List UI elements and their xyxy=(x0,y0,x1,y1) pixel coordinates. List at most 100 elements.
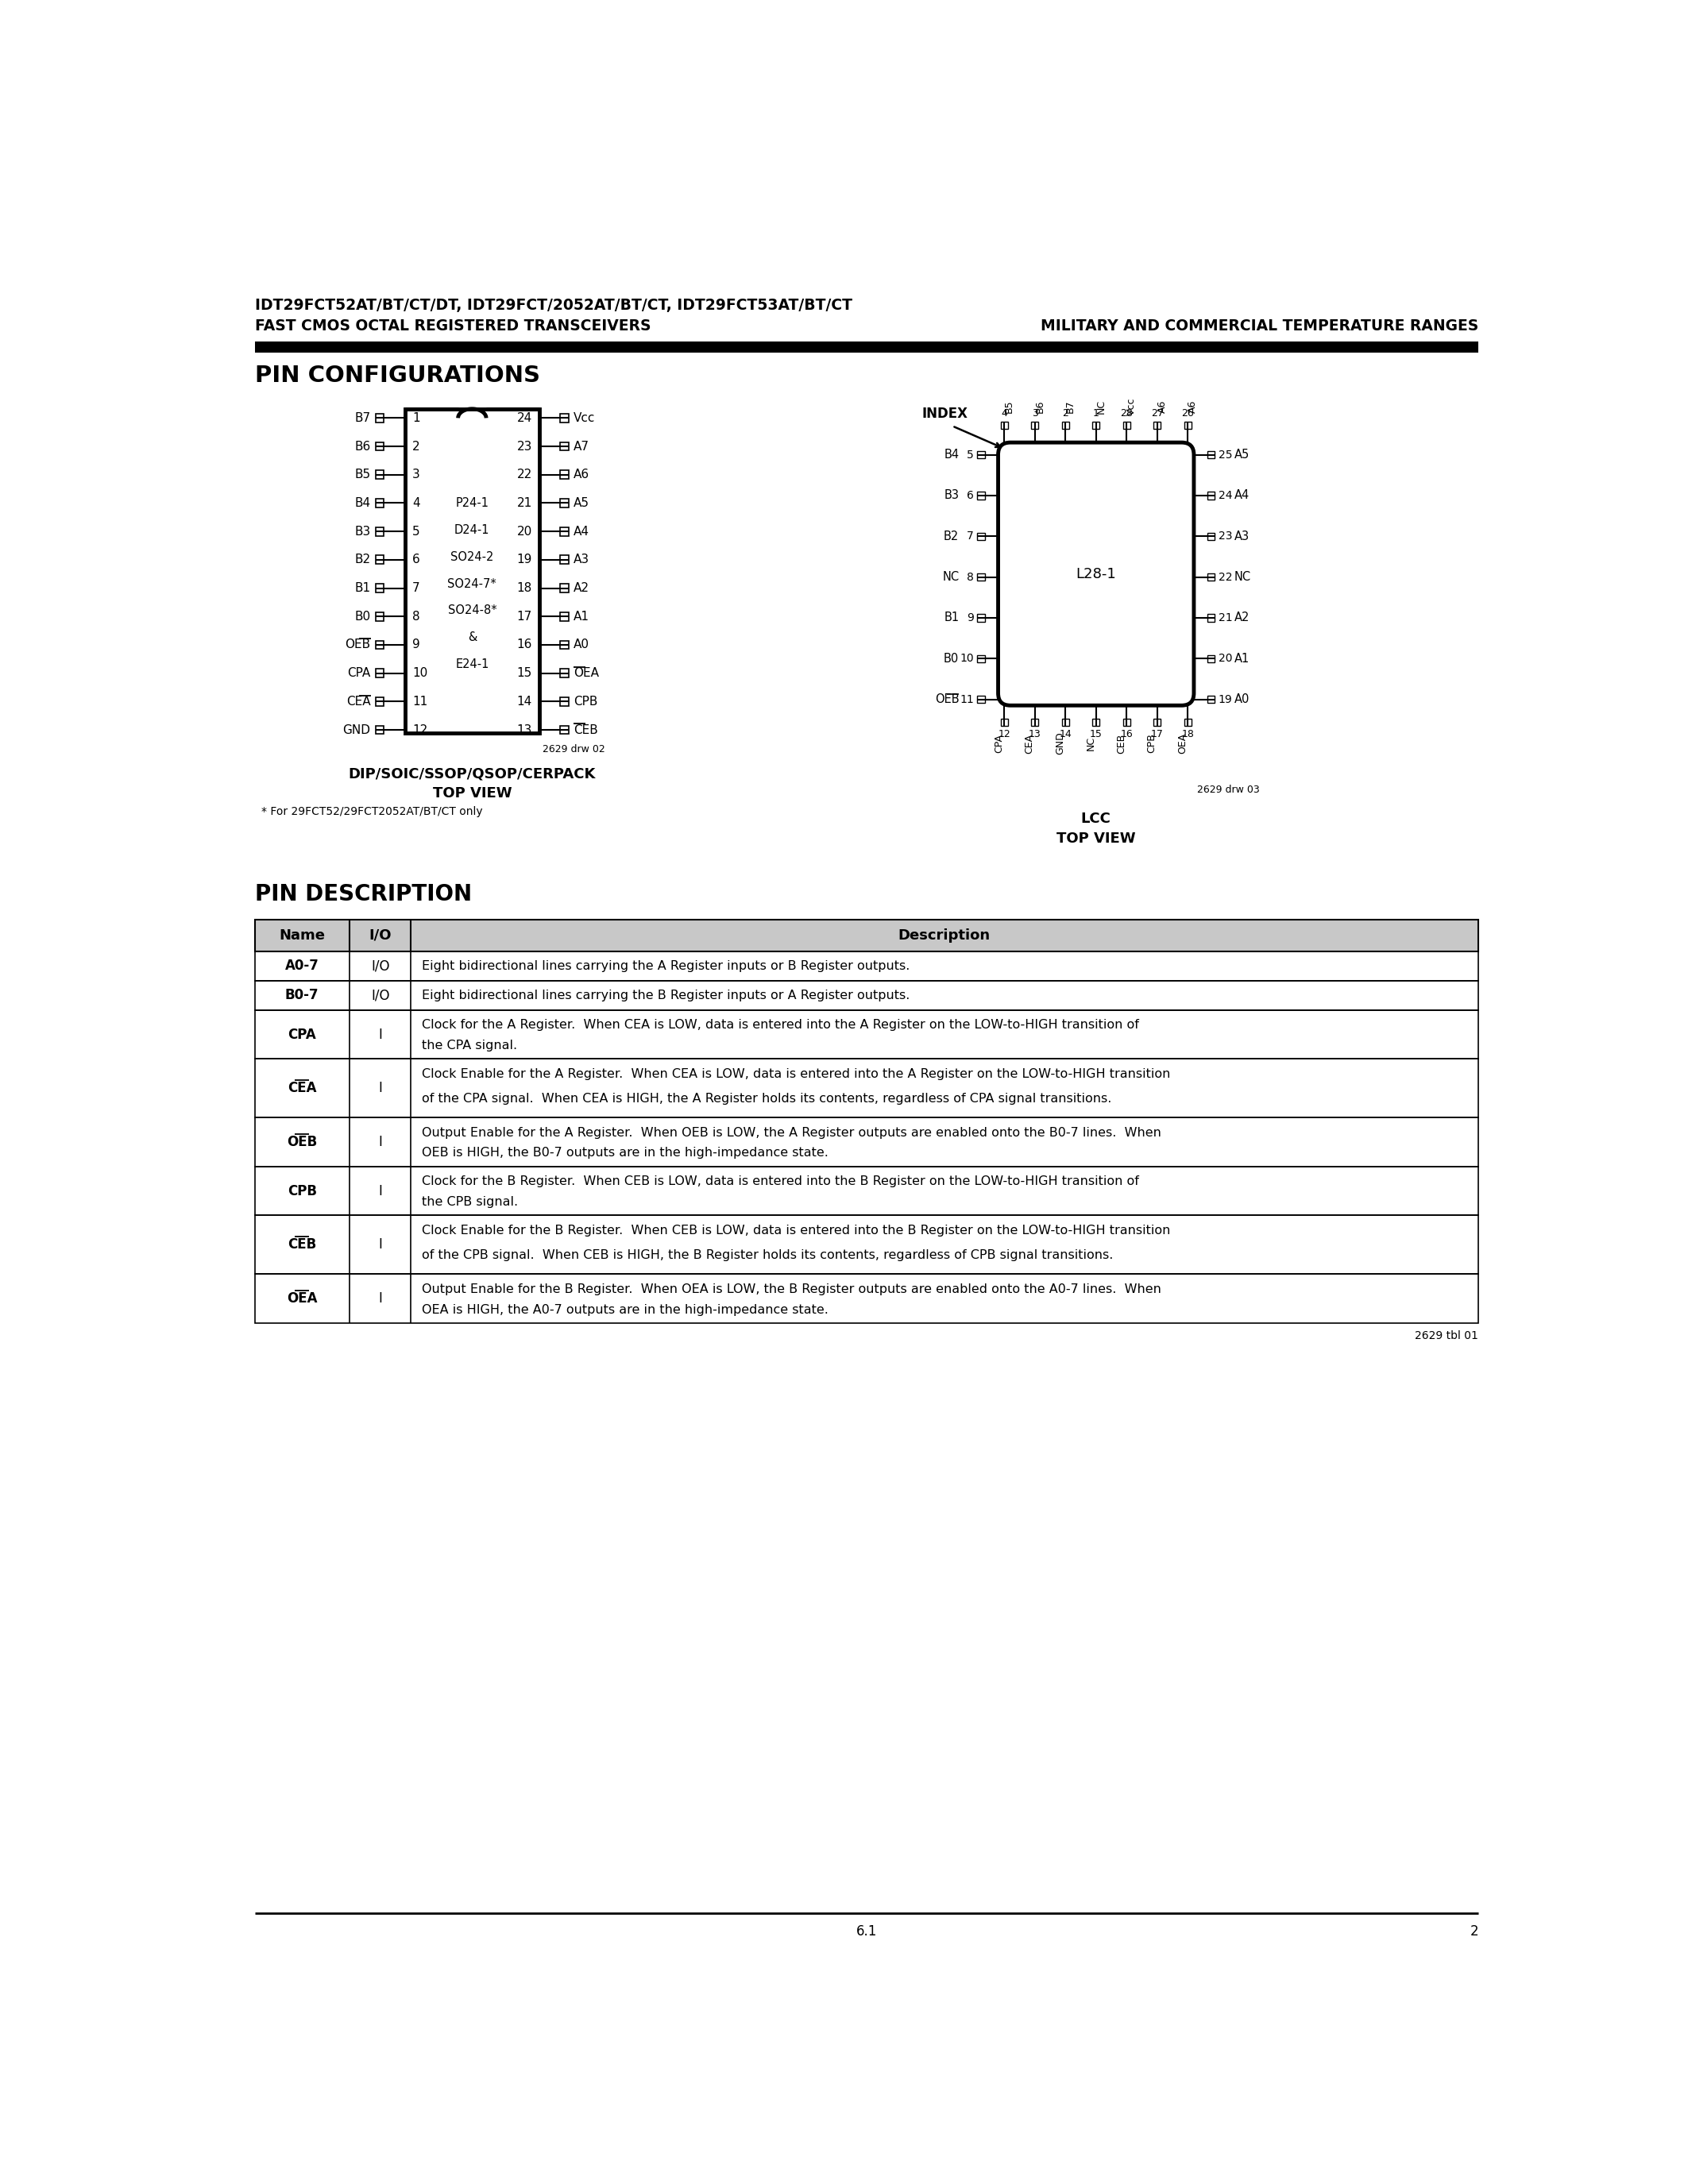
Text: CEA: CEA xyxy=(346,695,371,708)
Text: A6: A6 xyxy=(1158,400,1168,413)
Bar xyxy=(255,1059,1479,1118)
Bar xyxy=(1123,422,1131,428)
Bar xyxy=(1207,697,1215,703)
Text: SO24-8*: SO24-8* xyxy=(447,605,496,616)
Text: 5: 5 xyxy=(412,526,420,537)
Bar xyxy=(255,341,1479,352)
Text: Vcc: Vcc xyxy=(1126,397,1138,415)
Text: 21: 21 xyxy=(517,498,532,509)
Bar xyxy=(255,1273,1479,1324)
Text: Output Enable for the A Register.  When OEB is LOW, the A Register outputs are e: Output Enable for the A Register. When O… xyxy=(422,1127,1161,1138)
Text: PIN CONFIGURATIONS: PIN CONFIGURATIONS xyxy=(255,365,540,387)
Text: 22: 22 xyxy=(1219,572,1232,583)
Bar xyxy=(405,408,540,734)
Text: NC: NC xyxy=(1234,570,1251,583)
Text: GND: GND xyxy=(343,723,371,736)
Text: OEA: OEA xyxy=(287,1291,317,1306)
Bar xyxy=(1092,422,1099,428)
Bar xyxy=(977,533,984,539)
Text: 3: 3 xyxy=(1031,408,1038,419)
Text: CPB: CPB xyxy=(1146,734,1158,753)
Text: 19: 19 xyxy=(517,555,532,566)
Text: OEB: OEB xyxy=(935,692,959,705)
Text: 11: 11 xyxy=(959,695,974,705)
Text: 13: 13 xyxy=(1028,729,1041,740)
Bar xyxy=(1207,491,1215,500)
Bar xyxy=(375,413,385,422)
Text: 14: 14 xyxy=(517,695,532,708)
Text: A5: A5 xyxy=(1234,448,1249,461)
Bar xyxy=(1183,719,1192,727)
Bar xyxy=(560,555,569,563)
Bar xyxy=(1062,719,1069,727)
Text: 13: 13 xyxy=(517,723,532,736)
Bar xyxy=(1207,452,1215,459)
Text: Clock for the B Register.  When CEB is LOW, data is entered into the B Register : Clock for the B Register. When CEB is LO… xyxy=(422,1175,1139,1188)
Text: OEA is HIGH, the A0-7 outputs are in the high-impedance state.: OEA is HIGH, the A0-7 outputs are in the… xyxy=(422,1304,829,1315)
Bar xyxy=(375,612,385,620)
Text: P24-1: P24-1 xyxy=(456,498,490,509)
Text: of the CPB signal.  When CEB is HIGH, the B Register holds its contents, regardl: of the CPB signal. When CEB is HIGH, the… xyxy=(422,1249,1114,1260)
Text: 10: 10 xyxy=(960,653,974,664)
Text: B5: B5 xyxy=(1004,400,1014,413)
Text: B7: B7 xyxy=(1065,400,1075,413)
Text: OEB is HIGH, the B0-7 outputs are in the high-impedance state.: OEB is HIGH, the B0-7 outputs are in the… xyxy=(422,1147,829,1160)
Bar xyxy=(977,655,984,662)
Text: B2: B2 xyxy=(944,531,959,542)
Text: 15: 15 xyxy=(1090,729,1102,740)
Text: CEB: CEB xyxy=(287,1238,316,1251)
Text: 23: 23 xyxy=(1219,531,1232,542)
Text: A2: A2 xyxy=(1234,612,1249,625)
Bar xyxy=(1123,719,1131,727)
Text: 6: 6 xyxy=(967,489,974,500)
Text: A5: A5 xyxy=(574,498,589,509)
Bar xyxy=(1207,574,1215,581)
Bar xyxy=(255,1118,1479,1166)
Bar xyxy=(1153,422,1161,428)
Text: A0-7: A0-7 xyxy=(285,959,319,974)
Bar xyxy=(1207,533,1215,539)
Text: the CPA signal.: the CPA signal. xyxy=(422,1040,518,1051)
Text: 24: 24 xyxy=(517,413,532,424)
Text: MILITARY AND COMMERCIAL TEMPERATURE RANGES: MILITARY AND COMMERCIAL TEMPERATURE RANG… xyxy=(1040,319,1479,334)
Text: 16: 16 xyxy=(1121,729,1133,740)
Text: I: I xyxy=(378,1081,381,1096)
Text: PIN DESCRIPTION: PIN DESCRIPTION xyxy=(255,882,473,904)
Bar xyxy=(255,919,1479,952)
Text: I/O: I/O xyxy=(370,928,392,943)
Text: 1: 1 xyxy=(1092,408,1099,419)
Bar xyxy=(1092,719,1099,727)
Bar xyxy=(560,612,569,620)
Bar xyxy=(977,491,984,500)
Bar xyxy=(1062,422,1069,428)
Text: TOP VIEW: TOP VIEW xyxy=(432,786,511,802)
Text: Output Enable for the B Register.  When OEA is LOW, the B Register outputs are e: Output Enable for the B Register. When O… xyxy=(422,1284,1161,1295)
Text: 18: 18 xyxy=(1182,729,1193,740)
Text: I: I xyxy=(378,1184,381,1199)
Text: 20: 20 xyxy=(1219,653,1232,664)
Text: of the CPA signal.  When CEA is HIGH, the A Register holds its contents, regardl: of the CPA signal. When CEA is HIGH, the… xyxy=(422,1092,1112,1105)
Text: I: I xyxy=(378,1291,381,1306)
Text: CEB: CEB xyxy=(1116,734,1126,753)
Bar xyxy=(560,413,569,422)
Text: OEB: OEB xyxy=(287,1136,317,1149)
Text: B3: B3 xyxy=(944,489,959,502)
Bar xyxy=(560,640,569,649)
Bar xyxy=(375,697,385,705)
Bar xyxy=(560,498,569,507)
Text: SO24-2: SO24-2 xyxy=(451,550,493,563)
Text: CEA: CEA xyxy=(1025,734,1035,753)
Text: NC: NC xyxy=(942,570,959,583)
Text: B1: B1 xyxy=(944,612,959,625)
Text: 2629 tbl 01: 2629 tbl 01 xyxy=(1415,1330,1479,1341)
Text: Clock Enable for the B Register.  When CEB is LOW, data is entered into the B Re: Clock Enable for the B Register. When CE… xyxy=(422,1225,1170,1236)
Bar xyxy=(1207,655,1215,662)
Text: OEA: OEA xyxy=(1178,734,1188,753)
Bar xyxy=(560,526,569,535)
Bar xyxy=(977,697,984,703)
Text: A6: A6 xyxy=(1188,400,1198,413)
Bar xyxy=(255,952,1479,981)
Text: 19: 19 xyxy=(1219,695,1232,705)
Text: 12: 12 xyxy=(412,723,427,736)
Text: 28: 28 xyxy=(1121,408,1133,419)
